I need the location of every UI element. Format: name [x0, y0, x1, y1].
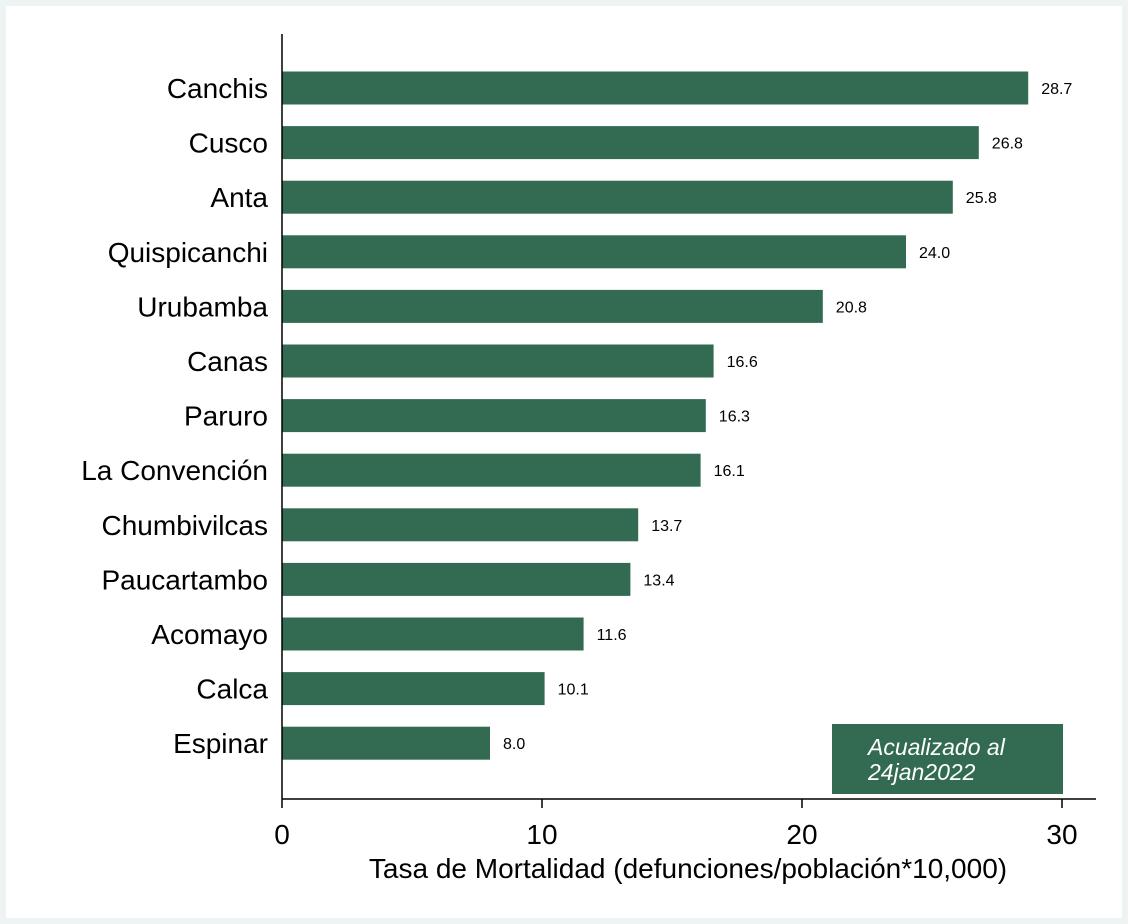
- value-label-acomayo: 11.6: [597, 627, 627, 644]
- value-label-canas: 16.6: [727, 354, 758, 371]
- bar-la-convencion: [282, 453, 701, 487]
- update-note-box: Acualizado al 24jan2022: [832, 724, 1063, 794]
- value-label-paucartambo: 13.4: [643, 572, 674, 589]
- bar-chart: Canchis Cusco Anta Quispicanchi Urubamba Cana…: [81, 34, 1096, 884]
- bar-urubamba: [282, 289, 823, 323]
- value-label-canchis: 28.7: [1041, 81, 1072, 98]
- category-label-la-convencion: La Convención: [81, 455, 268, 486]
- bar-cusco: [282, 126, 979, 160]
- bar-canchis: [282, 71, 1029, 105]
- update-note-line-1: Acualizado al: [866, 734, 1006, 760]
- category-label-paucartambo: Paucartambo: [101, 564, 268, 595]
- category-label-urubamba: Urubamba: [137, 291, 268, 322]
- bar-quispicanchi: [282, 235, 906, 269]
- value-label-calca: 10.1: [558, 682, 589, 699]
- category-label-canchis: Canchis: [167, 73, 268, 104]
- update-note-line-2: 24jan2022: [867, 759, 976, 785]
- value-label-urubamba: 20.8: [836, 299, 867, 316]
- x-tick-label-0: 0: [274, 819, 290, 850]
- category-label-canas: Canas: [187, 346, 268, 377]
- category-label-anta: Anta: [210, 182, 268, 213]
- x-tick-label-10: 10: [526, 819, 557, 850]
- update-note-background: [832, 724, 1063, 794]
- category-label-calca: Calca: [196, 674, 268, 705]
- x-axis-label: Tasa de Mortalidad (defunciones/població…: [369, 853, 1007, 884]
- value-label-anta: 25.8: [966, 190, 997, 207]
- value-label-quispicanchi: 24.0: [919, 245, 950, 262]
- bars-group: [282, 71, 1029, 760]
- x-tick-label-20: 20: [786, 819, 817, 850]
- category-label-quispicanchi: Quispicanchi: [108, 237, 268, 268]
- value-label-espinar: 8.0: [503, 736, 525, 753]
- bar-anta: [282, 180, 953, 214]
- bar-canas: [282, 344, 714, 378]
- category-label-cusco: Cusco: [189, 128, 268, 159]
- value-label-la-convencion: 16.1: [714, 463, 745, 480]
- bar-acomayo: [282, 617, 584, 651]
- category-labels-group: Canchis Cusco Anta Quispicanchi Urubamba Cana…: [81, 73, 268, 759]
- bar-chumbivilcas: [282, 508, 639, 542]
- chart-frame: Canchis Cusco Anta Quispicanchi Urubamba Cana…: [6, 6, 1122, 918]
- bar-paruro: [282, 399, 706, 433]
- bar-espinar: [282, 726, 490, 760]
- x-tick-label-30: 30: [1046, 819, 1077, 850]
- bar-paucartambo: [282, 562, 631, 596]
- category-label-acomayo: Acomayo: [151, 619, 268, 650]
- value-label-cusco: 26.8: [992, 136, 1023, 153]
- value-labels-group: 28.7 26.8 25.8 24.0 20.8 16.6 16.3 16.1 13.7 13.4…: [503, 81, 1072, 753]
- category-label-paruro: Paruro: [184, 401, 268, 432]
- bar-calca: [282, 672, 545, 706]
- value-label-chumbivilcas: 13.7: [651, 518, 682, 535]
- x-ticks-group: 0 10 20 30: [274, 799, 1078, 850]
- value-label-paruro: 16.3: [719, 409, 750, 426]
- category-label-espinar: Espinar: [173, 728, 268, 759]
- category-label-chumbivilcas: Chumbivilcas: [102, 510, 269, 541]
